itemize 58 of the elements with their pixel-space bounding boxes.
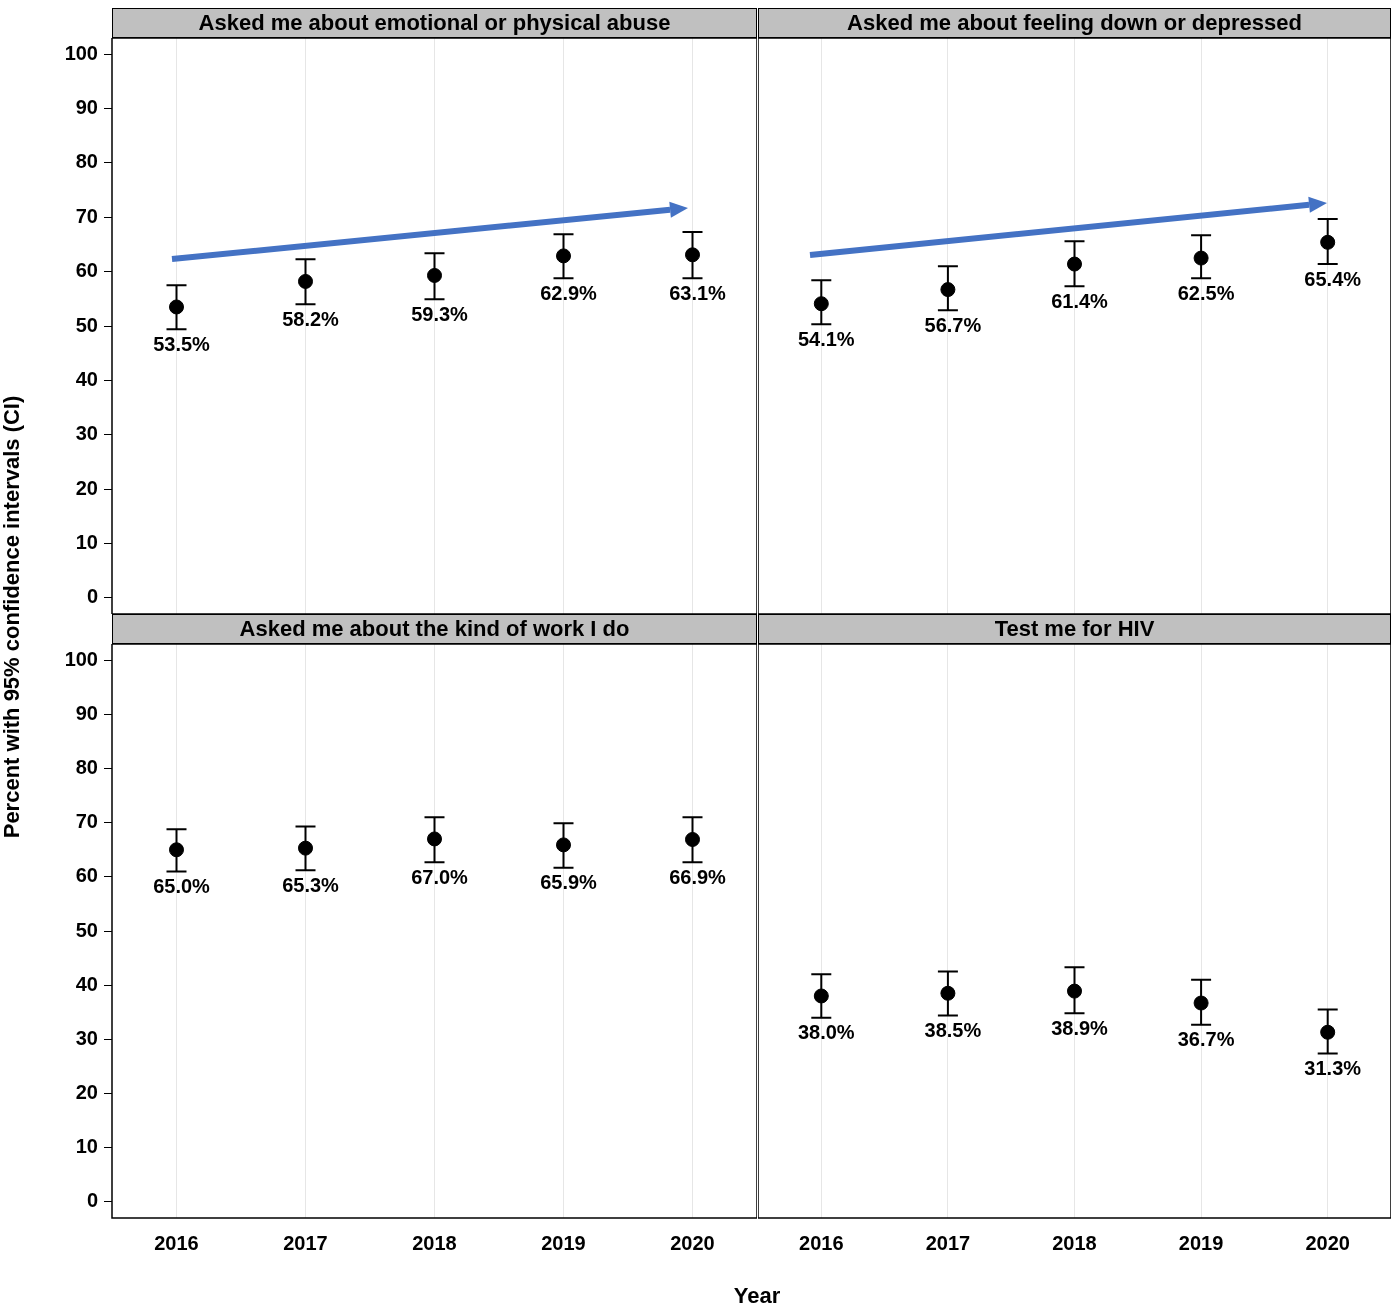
y-tick-label: 30 (75, 1026, 98, 1049)
y-tick-label: 60 (75, 259, 98, 282)
data-label: 66.9% (669, 865, 727, 888)
data-label: 63.1% (669, 281, 727, 304)
data-label: 65.0% (153, 874, 211, 897)
data-label: 38.5% (924, 1018, 982, 1041)
y-tick-label: 50 (75, 918, 98, 941)
data-label: 59.3% (411, 302, 469, 325)
x-tick-label: 2017 (925, 1231, 971, 1254)
y-tick-label: 70 (75, 204, 98, 227)
y-tick-label: 0 (86, 1189, 98, 1212)
y-tick-label: 20 (75, 1080, 98, 1103)
data-label: 58.2% (282, 307, 340, 330)
data-label: 62.9% (540, 281, 598, 304)
y-tick-label: 60 (75, 864, 98, 887)
y-tick-label: 70 (75, 810, 98, 833)
x-tick-label: 2019 (1178, 1231, 1224, 1254)
y-tick-label: 90 (75, 96, 98, 119)
x-tick-label: 2018 (412, 1231, 457, 1254)
x-tick-label: 2017 (283, 1231, 328, 1254)
x-tick-label: 2020 (1305, 1231, 1350, 1254)
data-label: 38.0% (797, 1021, 855, 1044)
x-tick-label: 2020 (670, 1231, 715, 1254)
y-tick-label: 40 (75, 367, 98, 390)
y-tick-label: 100 (64, 647, 98, 670)
data-label: 31.3% (1304, 1056, 1362, 1079)
x-tick-label: 2016 (154, 1231, 199, 1254)
y-tick-label: 40 (75, 972, 98, 995)
x-tick-label: 2018 (1052, 1231, 1097, 1254)
data-label: 61.4% (1051, 289, 1109, 312)
x-tick-label: 2019 (541, 1231, 586, 1254)
data-label: 62.5% (1177, 281, 1235, 304)
y-axis-title: Percent with 95% confidence intervals (CI) (0, 395, 25, 839)
y-tick-label: 0 (86, 585, 98, 608)
x-tick-label: 2016 (799, 1231, 844, 1254)
x-axis-title: Year (733, 1283, 781, 1307)
y-tick-label: 90 (75, 701, 98, 724)
data-label: 36.7% (1177, 1028, 1235, 1051)
data-label: 65.4% (1304, 267, 1362, 290)
chart-title: Test me for HIV (758, 614, 1391, 644)
data-label: 65.9% (540, 871, 598, 894)
y-tick-label: 80 (75, 756, 98, 779)
data-label: 67.0% (411, 865, 469, 888)
data-label: 38.9% (1051, 1016, 1109, 1039)
y-tick-label: 30 (75, 422, 98, 445)
y-tick-label: 10 (75, 530, 98, 553)
y-tick-label: 10 (75, 1135, 98, 1158)
chart-title: Asked me about the kind of work I do (112, 614, 757, 644)
y-tick-label: 20 (75, 476, 98, 499)
y-tick-label: 100 (64, 41, 98, 64)
chart-title: Asked me about feeling down or depressed (758, 8, 1391, 38)
data-label: 65.3% (282, 873, 340, 896)
data-label: 53.5% (153, 332, 211, 355)
y-tick-label: 50 (75, 313, 98, 336)
y-tick-label: 80 (75, 150, 98, 173)
chart-title: Asked me about emotional or physical abuse (112, 8, 757, 38)
data-label: 56.7% (924, 313, 982, 336)
data-label: 54.1% (797, 327, 855, 350)
